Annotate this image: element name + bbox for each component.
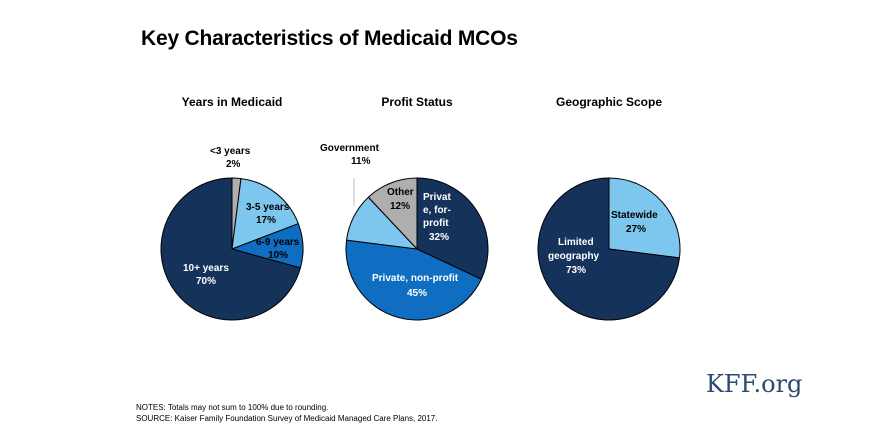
slice-label-private-non-profit: Private, non-profit: [372, 273, 459, 284]
slice-10-years: [160, 177, 301, 321]
slice-label-3-years: <3 years: [210, 146, 251, 157]
chart-title-geographic-scope: Geographic Scope: [556, 95, 662, 109]
slice-private-non-profit: [345, 239, 482, 321]
slice-privat-e-for-profit: [416, 177, 489, 280]
slice-label-statewide: Statewide: [611, 210, 658, 221]
slice-3-5-years: [231, 178, 299, 250]
slice-label-privat-e-for-profit: e, for-: [423, 205, 451, 216]
slice-label-other: Other: [387, 187, 414, 198]
slice-value-private-non-profit: 45%: [407, 288, 427, 299]
slice-label-10-years: 10+ years: [183, 263, 229, 274]
chart-title-years-in-medicaid: Years in Medicaid: [182, 95, 283, 109]
slice-label-privat-e-for-profit: Privat: [423, 192, 451, 203]
slice-value-privat-e-for-profit: 32%: [429, 232, 449, 243]
pie-profit-status: [345, 177, 489, 321]
pie-geographic-scope: [537, 177, 681, 321]
slice-label-limited-geography: geography: [548, 251, 600, 262]
slice-value-3-5-years: 17%: [256, 215, 276, 226]
slice-label-3-5-years: 3-5 years: [246, 202, 290, 213]
slice-statewide: [608, 177, 681, 259]
slice-value-3-years: 2%: [226, 159, 241, 170]
footnotes: NOTES: Totals may not sum to 100% due to…: [136, 402, 437, 424]
slice-label-6-9-years: 6-9 years: [256, 237, 300, 248]
slice-limited-geography: [537, 177, 680, 321]
slice-label-limited-geography: Limited: [558, 237, 594, 248]
slice-value-limited-geography: 73%: [566, 265, 586, 276]
slice-value-6-9-years: 10%: [268, 250, 288, 261]
slice-value-10-years: 70%: [196, 276, 216, 287]
kff-logo[interactable]: KFF.org: [706, 370, 803, 398]
slice-value-other: 12%: [390, 201, 410, 212]
slice-label-privat-e-for-profit: profit: [423, 218, 449, 229]
slice-value-government: 11%: [351, 156, 371, 167]
slice-other: [367, 177, 418, 250]
chart-title-profit-status: Profit Status: [381, 95, 453, 109]
page-title: Key Characteristics of Medicaid MCOs: [141, 27, 518, 50]
source-line: SOURCE: Kaiser Family Foundation Survey …: [136, 414, 438, 423]
notes-line: NOTES: Totals may not sum to 100% due to…: [136, 403, 329, 412]
slice-value-statewide: 27%: [626, 224, 646, 235]
slice-label-government: Government: [320, 143, 380, 154]
pie-years-in-medicaid: [160, 177, 304, 321]
